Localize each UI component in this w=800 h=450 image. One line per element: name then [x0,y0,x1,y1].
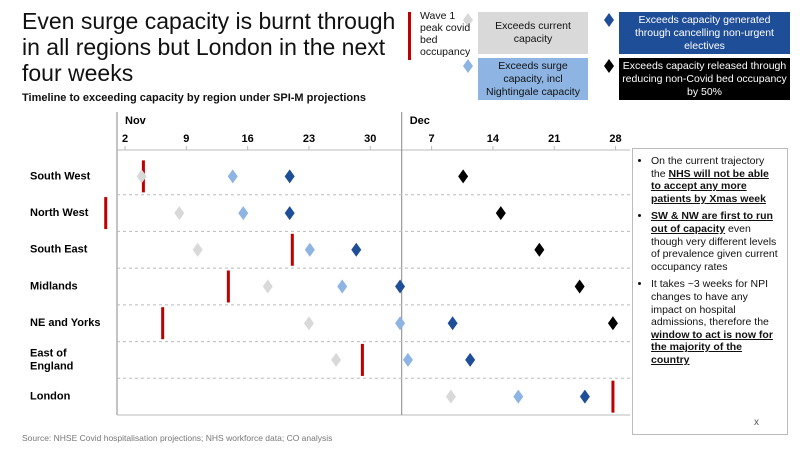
x-tick-label: 30 [364,133,376,145]
peak-bar [360,343,364,376]
x-tick-label: 23 [303,133,315,145]
legend-swatch [408,12,411,60]
diamond-marker [351,242,362,257]
note-text: SW & NW are first to run out of capacity [651,210,773,235]
diamond-marker [607,316,618,331]
legend-label: Exceeds capacity released through reduci… [619,58,790,100]
legend-label: Exceeds capacity generated through cance… [619,12,790,54]
note-text: On the current trajectory the [651,155,765,180]
diamond-marker [174,206,185,221]
x-tick-label: 21 [548,133,560,145]
row-label: NE and Yorks [30,317,101,329]
row-label: South East [30,244,88,256]
diamond-marker [458,169,469,184]
note-text: window to act is now for the majority of… [651,328,773,366]
diamond-marker [337,279,348,294]
x-tick-label: 28 [609,133,621,145]
note-item: On the current trajectory the NHS will n… [651,155,781,205]
diamond-marker [304,242,315,257]
note-item: It takes ~3 weeks for NPI changes to hav… [651,278,781,366]
chart-title: Even surge capacity is burnt through in … [22,8,396,86]
legend-swatch [604,59,614,73]
note-text: It takes ~3 weeks for NPI changes to hav… [651,278,769,329]
legend-swatch [463,13,473,27]
diamond-marker [395,316,406,331]
source-note: Source: NHSE Covid hospitalisation proje… [22,433,333,443]
row-label: North West [30,207,89,219]
row-label: East of England [30,347,73,372]
diamond-marker [447,316,458,331]
diamond-marker [284,169,295,184]
notes-panel: On the current trajectory the NHS will n… [632,148,788,435]
x-tick-label: 14 [487,133,500,145]
diamond-marker [238,206,249,221]
diamond-marker [445,389,456,404]
legend-swatch [604,13,614,27]
note-item: SW & NW are first to run out of capacity… [651,210,781,273]
diamond-marker [395,279,406,294]
diamond-marker [534,242,545,257]
diamond-marker [331,352,342,367]
legend-label: Exceeds current capacity [478,12,588,54]
note-text: NHS will not be able to accept any more … [651,167,769,205]
diamond-marker [227,169,238,184]
peak-bar [611,380,615,413]
row-label: Midlands [30,280,78,292]
row-label: London [30,391,71,403]
diamond-marker [465,352,476,367]
x-tick-label: 7 [429,133,435,145]
diamond-marker [262,279,273,294]
month-label: Dec [410,115,430,127]
month-label: Nov [125,115,147,127]
diamond-marker [192,242,203,257]
peak-bar [290,233,294,266]
diamond-marker [136,169,147,184]
peak-bar [226,270,230,303]
legend-label: Wave 1 peak covid bed occupancy [420,10,471,58]
diamond-marker [284,206,295,221]
legend-label: Exceeds surge capacity, incl Nightingale… [478,58,588,100]
diamond-marker [513,389,524,404]
peak-bar [161,307,165,340]
diamond-marker [402,352,413,367]
diamond-marker [303,316,314,331]
x-tick-label: 2 [122,133,128,145]
note-text: even though very different levels of pre… [651,222,778,273]
close-mark[interactable]: x [754,417,759,429]
x-tick-label: 16 [242,133,254,145]
diamond-marker [495,206,506,221]
row-label: South West [30,170,91,182]
diamond-marker [574,279,585,294]
diamond-marker [579,389,590,404]
x-tick-label: 9 [183,133,189,145]
legend-swatch [463,59,473,73]
chart-subtitle: Timeline to exceeding capacity by region… [22,92,366,104]
peak-bar [104,197,108,230]
notes-list: On the current trajectory the NHS will n… [639,155,781,367]
